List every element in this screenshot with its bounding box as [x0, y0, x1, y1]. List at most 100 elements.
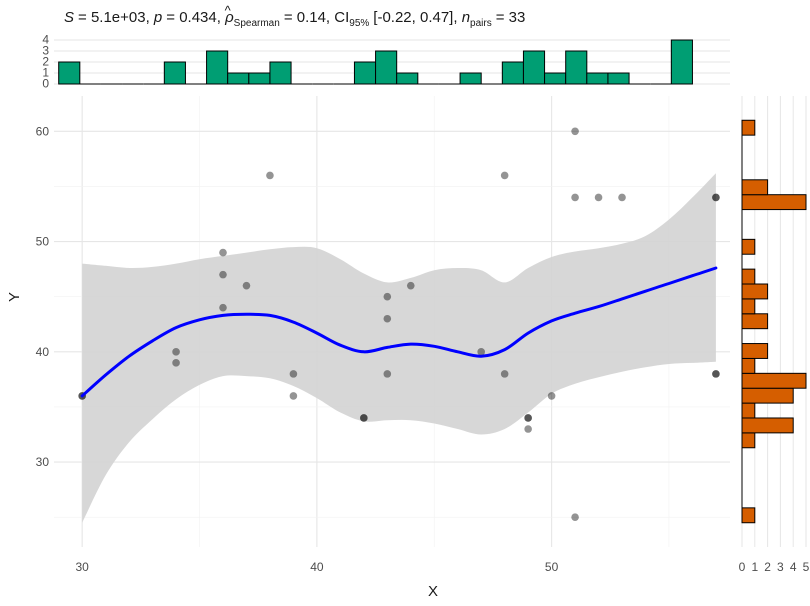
x-histogram-bar: [269, 61, 292, 85]
data-points: [78, 127, 720, 522]
y-histogram-count-label: 4: [790, 560, 797, 574]
title-rho-symbol: ρ: [224, 9, 234, 26]
data-point: [571, 193, 579, 202]
title-s-value: = 5.1e+03,: [78, 9, 154, 26]
x-histogram-bar: [607, 72, 630, 85]
x-histogram-count-label: 3: [42, 44, 49, 58]
y-histogram-bar: [741, 357, 756, 374]
data-point: [477, 348, 485, 356]
y-histogram-bar: [741, 343, 769, 359]
data-point: [571, 127, 579, 136]
y-histogram-bar: [741, 179, 769, 196]
title-s-symbol: S: [64, 9, 74, 26]
data-point: [524, 425, 532, 433]
confidence-band: [82, 173, 716, 523]
title-rho-value: = 0.14, CI: [284, 9, 349, 26]
x-histogram-bar: [670, 39, 693, 85]
y-histogram-bar: [741, 432, 756, 449]
data-point: [547, 392, 556, 400]
data-point: [219, 270, 227, 279]
title-p-value: = 0.434,: [166, 9, 225, 26]
title-rho-hat: ^: [225, 3, 232, 18]
data-point: [406, 281, 415, 290]
x-histogram-bar: [58, 61, 81, 85]
data-point: [712, 370, 720, 378]
data-point: [571, 513, 579, 522]
data-point: [500, 171, 509, 180]
y-histogram-count-label: 2: [764, 560, 771, 574]
data-point: [242, 281, 251, 290]
data-point: [524, 414, 532, 422]
data-point: [266, 171, 274, 180]
data-point: [289, 370, 298, 378]
x-histogram-bars: [58, 39, 693, 85]
x-histogram-bar: [565, 50, 588, 85]
x-tick-label: 40: [310, 560, 324, 574]
x-histogram-bar: [206, 50, 229, 85]
x-histogram-count-label: 0: [42, 77, 49, 91]
title-n-subscript: pairs: [470, 18, 492, 29]
x-histogram-bar: [353, 61, 377, 85]
x-histogram-bar: [227, 72, 250, 85]
data-point: [594, 193, 603, 202]
y-histogram-bar: [741, 283, 769, 300]
data-point: [172, 359, 180, 367]
data-point: [383, 292, 392, 301]
x-tick-label: 30: [75, 560, 89, 574]
y-histogram-bar: [741, 402, 756, 419]
x-histogram-count-label: 1: [42, 66, 49, 80]
x-histogram-count-label: 4: [42, 33, 49, 47]
y-histogram-bar: [741, 417, 794, 434]
data-point: [712, 370, 720, 378]
y-tick-label: 40: [36, 345, 50, 359]
x-histogram-bar: [544, 72, 567, 85]
x-axis-label: X: [428, 583, 438, 600]
title-rho-subscript: Spearman: [234, 18, 280, 29]
data-point: [712, 193, 720, 202]
data-point: [360, 414, 368, 422]
data-point: [289, 392, 298, 400]
x-histogram-bar: [248, 72, 271, 85]
y-histogram-count-label: 3: [777, 560, 784, 574]
y-histogram-bar: [741, 238, 756, 255]
y-axis-label: Y: [6, 292, 23, 302]
title-ci-subscript: 95%: [349, 18, 369, 29]
chart-title: S = 5.1e+03, p = 0.434, ρSpearman = 0.14, C…: [64, 9, 525, 29]
data-point: [219, 248, 227, 257]
title-n-symbol: n: [462, 9, 470, 26]
y-histogram-bar: [741, 313, 769, 330]
y-tick-label: 60: [36, 124, 50, 138]
y-histogram-count-label: 5: [803, 560, 810, 574]
x-histogram-bar: [396, 72, 419, 85]
main-panel: 30 40 50 30 40 50 60: [36, 96, 730, 574]
data-point: [524, 414, 532, 422]
y-histogram-bar: [741, 372, 807, 389]
x-tick-label: 50: [545, 560, 559, 574]
data-point: [383, 370, 392, 378]
x-tick-labels: 30 40 50: [75, 560, 558, 574]
x-histogram-bar: [522, 50, 546, 85]
data-point: [712, 193, 720, 202]
data-point: [500, 370, 509, 378]
y-tick-labels: 30 40 50 60: [36, 124, 50, 469]
x-histogram-bar: [163, 61, 186, 85]
x-histogram-count-label: 2: [42, 55, 49, 69]
y-histogram-bar: [741, 268, 756, 285]
title-p-symbol: p: [153, 9, 162, 26]
x-histogram-bar: [586, 72, 609, 85]
y-histogram-bar: [741, 298, 756, 315]
y-tick-label: 50: [36, 235, 50, 249]
data-point: [383, 314, 392, 323]
x-histogram-bar: [459, 72, 482, 85]
y-histogram-bar: [741, 194, 807, 211]
y-histogram-bars: [741, 119, 807, 524]
data-point: [172, 348, 180, 356]
title-ci-value: [-0.22, 0.47],: [373, 9, 461, 26]
data-point: [360, 414, 368, 422]
x-histogram-bar: [501, 61, 524, 85]
